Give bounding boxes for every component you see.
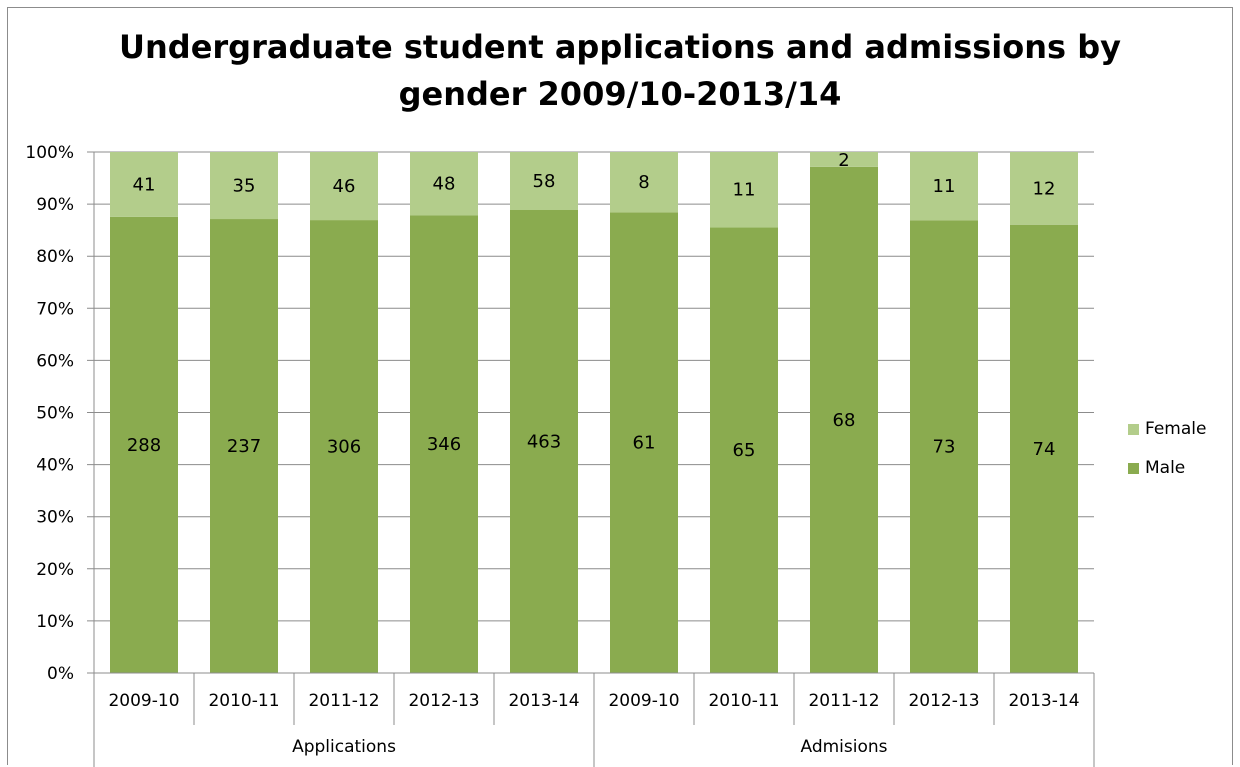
data-label-male: 61 [633, 433, 656, 454]
bar-male [910, 220, 978, 673]
bar-male [710, 227, 778, 673]
data-label-male: 288 [127, 435, 161, 456]
bar-female [410, 152, 478, 216]
legend-item-male: Male [1128, 457, 1238, 479]
data-label-male: 74 [1033, 439, 1056, 460]
x-tick-label: 2010-11 [208, 691, 279, 711]
chart-title-line-2: gender 2009/10-2013/14 [398, 75, 842, 113]
x-tick-label: 2009-10 [608, 691, 679, 711]
data-label-female: 35 [233, 176, 256, 197]
y-tick-label: 70% [36, 299, 74, 319]
data-label-female: 58 [533, 171, 556, 192]
x-tick-label: 2012-13 [908, 691, 979, 711]
x-tick-label: 2013-14 [508, 691, 579, 711]
data-label-female: 41 [133, 174, 156, 195]
bar-female [110, 152, 178, 217]
bar-male [210, 219, 278, 673]
data-label-male: 346 [427, 434, 461, 455]
y-tick-label: 20% [36, 560, 74, 580]
data-label-male: 73 [933, 437, 956, 458]
data-label-female: 11 [733, 180, 756, 201]
x-group-label: Admisions [800, 737, 887, 757]
bar-male [810, 166, 878, 673]
y-tick-label: 90% [36, 195, 74, 215]
x-tick-label: 2013-14 [1008, 691, 1079, 711]
y-tick-label: 30% [36, 508, 74, 528]
chart-title-line-1: Undergraduate student applications and a… [119, 28, 1121, 66]
bar-male [410, 215, 478, 673]
legend-label-male: Male [1145, 458, 1186, 478]
data-label-female: 46 [333, 176, 356, 197]
x-tick-label: 2011-12 [808, 691, 879, 711]
bar-female [510, 152, 578, 210]
data-label-female: 12 [1033, 178, 1056, 199]
legend: Female Male [1128, 418, 1238, 496]
bar-female [1010, 152, 1078, 225]
data-label-male: 463 [527, 432, 561, 453]
legend-label-female: Female [1145, 419, 1207, 439]
y-tick-label: 40% [36, 456, 74, 476]
data-label-female: 2 [838, 150, 849, 171]
legend-swatch-male [1128, 462, 1139, 474]
bar-female [310, 152, 378, 221]
bar-female [710, 152, 778, 228]
y-tick-label: 10% [36, 612, 74, 632]
data-label-female: 8 [638, 172, 649, 193]
bar-female [810, 152, 878, 167]
data-label-female: 11 [933, 176, 956, 197]
bar-female [910, 152, 978, 221]
bar-male [110, 216, 178, 673]
data-label-male: 237 [227, 436, 261, 457]
x-tick-label: 2010-11 [708, 691, 779, 711]
y-tick-label: 0% [47, 664, 74, 684]
bar-female [610, 152, 678, 213]
y-tick-label: 60% [36, 351, 74, 371]
x-tick-label: 2011-12 [308, 691, 379, 711]
data-label-female: 48 [433, 174, 456, 195]
bar-male [610, 212, 678, 673]
legend-swatch-female [1128, 423, 1139, 435]
y-tick-label: 50% [36, 404, 74, 424]
data-label-male: 306 [327, 437, 361, 458]
x-tick-label: 2009-10 [108, 691, 179, 711]
bar-male [1010, 224, 1078, 673]
legend-item-female: Female [1128, 418, 1238, 440]
y-tick-label: 100% [25, 143, 74, 163]
chart-title: Undergraduate student applications and a… [0, 24, 1240, 118]
bar-female [210, 152, 278, 220]
data-label-male: 68 [833, 410, 856, 431]
x-group-label: Applications [292, 737, 396, 757]
data-label-male: 65 [733, 440, 756, 461]
bar-male [310, 220, 378, 674]
bar-male [510, 210, 578, 673]
x-tick-label: 2012-13 [408, 691, 479, 711]
y-tick-label: 80% [36, 247, 74, 267]
